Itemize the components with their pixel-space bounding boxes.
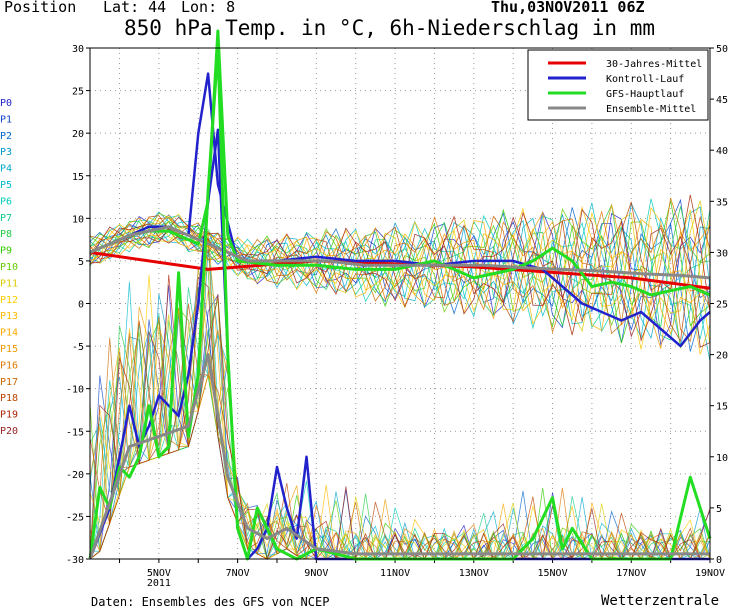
- member-temp-line: [89, 207, 711, 349]
- member-label: P14: [0, 328, 18, 339]
- y-right-tick-label: 30: [716, 248, 728, 259]
- legend-label: 30-Jahres-Mittel: [606, 59, 702, 70]
- member-label: P18: [0, 393, 18, 404]
- member-label: P2: [0, 131, 12, 142]
- y-left-tick-label: -5: [72, 342, 84, 353]
- y-left-tick-label: 0: [78, 300, 84, 311]
- y-right-tick-label: 40: [716, 146, 728, 157]
- chart-title: 850 hPa Temp. in °C, 6h-Niederschlag in …: [124, 16, 656, 40]
- data-source-note: Daten: Ensembles des GFS von NCEP: [91, 595, 330, 609]
- y-right-tick-label: 45: [716, 95, 728, 106]
- member-label: P17: [0, 377, 18, 388]
- member-temp-line: [89, 197, 711, 334]
- member-label: P4: [0, 164, 12, 175]
- member-label: P1: [0, 114, 12, 125]
- lon-label: Lon: 8: [181, 0, 236, 16]
- x-tick-label: 17NOV: [616, 568, 646, 579]
- member-label: P3: [0, 147, 12, 158]
- y-right-tick-label: 25: [716, 300, 728, 311]
- position-label: Position: [4, 0, 77, 16]
- series-line: [88, 353, 710, 560]
- y-right-tick-label: 0: [716, 555, 722, 566]
- y-left-tick-label: 10: [72, 214, 84, 225]
- member-label: P12: [0, 295, 18, 306]
- member-label: P15: [0, 344, 18, 355]
- x-tick-label: 19NOV: [695, 568, 725, 579]
- y-left-tick-label: 25: [72, 87, 84, 98]
- y-right-tick-label: 35: [716, 197, 728, 208]
- x-tick-label: 9NOV: [304, 568, 328, 579]
- member-label: P11: [0, 278, 18, 289]
- legend-label: Kontroll-Lauf: [606, 74, 684, 85]
- member-label: P8: [0, 229, 12, 240]
- member-label: P9: [0, 246, 12, 257]
- series-line: [89, 225, 711, 280]
- member-temp-line: [89, 201, 711, 343]
- y-left-tick-label: 20: [72, 129, 84, 140]
- y-left-tick-label: -30: [66, 555, 84, 566]
- member-label: P13: [0, 311, 18, 322]
- y-right-tick-label: 10: [716, 453, 728, 464]
- member-temp-line: [89, 207, 711, 350]
- member-temp-line: [89, 202, 711, 362]
- member-label: P19: [0, 410, 18, 421]
- y-right-tick-label: 50: [716, 44, 728, 55]
- brand-name: Wetterzentrale: [601, 593, 720, 609]
- x-sublabel: 2011: [147, 578, 171, 589]
- member-label: P16: [0, 360, 18, 371]
- x-tick-label: 11NOV: [380, 568, 410, 579]
- member-label: P10: [0, 262, 18, 273]
- x-tick-label: 13NOV: [459, 568, 489, 579]
- member-label: P7: [0, 213, 12, 224]
- y-left-tick-label: -10: [66, 385, 84, 396]
- y-left-tick-label: -20: [66, 470, 84, 481]
- legend-label: Ensemble-Mittel: [606, 104, 696, 115]
- x-tick-label: 5NOV: [147, 568, 171, 579]
- y-right-tick-label: 5: [716, 504, 722, 515]
- member-precip-line: [89, 274, 711, 561]
- series-line: [89, 29, 711, 297]
- x-tick-label: 15NOV: [537, 568, 567, 579]
- y-left-tick-label: 30: [72, 44, 84, 55]
- y-left-tick-label: -15: [66, 427, 84, 438]
- member-label: P5: [0, 180, 12, 191]
- member-temp-line: [89, 214, 711, 335]
- y-left-tick-label: -25: [66, 512, 84, 523]
- run-date: Thu,03NOV2011 06Z: [491, 0, 645, 16]
- member-label: P20: [0, 426, 18, 437]
- y-right-tick-label: 15: [716, 402, 728, 413]
- lat-label: Lat: 44: [103, 0, 167, 16]
- x-tick-label: 7NOV: [226, 568, 250, 579]
- plot-border: [89, 47, 711, 560]
- y-left-tick-label: 15: [72, 172, 84, 183]
- member-temp-line: [89, 208, 711, 348]
- y-left-tick-label: 5: [78, 257, 84, 268]
- y-right-tick-label: 20: [716, 351, 728, 362]
- member-label: P6: [0, 196, 12, 207]
- member-label: P0: [0, 98, 12, 109]
- legend-label: GFS-Hauptlauf: [606, 89, 684, 100]
